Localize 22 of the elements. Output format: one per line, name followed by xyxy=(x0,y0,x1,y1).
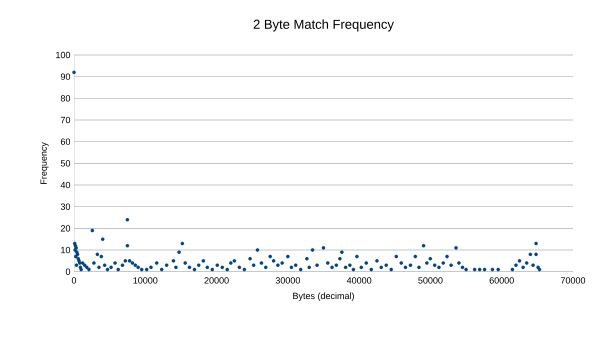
x-tick-label: 10000 xyxy=(133,277,158,284)
x-tick-label: 50000 xyxy=(418,277,443,284)
chart-title: 2 Byte Match Frequency xyxy=(254,19,394,32)
y-tick-label: 0 xyxy=(66,268,70,275)
y-tick-label: 100 xyxy=(56,52,70,58)
y-axis-title: Frequency xyxy=(40,142,49,184)
y-tick-label: 50 xyxy=(60,160,70,167)
x-tick-label: 0 xyxy=(72,277,76,284)
x-tick-label: 40000 xyxy=(346,277,372,284)
y-tick-label: 40 xyxy=(60,182,70,188)
x-tick-label: 20000 xyxy=(204,277,229,284)
y-tick-label: 80 xyxy=(60,95,70,102)
y-tick-label: 60 xyxy=(60,138,70,145)
y-tick-label: 90 xyxy=(60,73,70,80)
x-tick-label: 60000 xyxy=(490,277,514,284)
x-tick-label: 30000 xyxy=(276,277,300,284)
x-axis-title: Bytes (decimal) xyxy=(293,292,354,301)
y-tick-label: 10 xyxy=(61,246,70,254)
y-tick-label: 30 xyxy=(60,203,70,210)
y-tick-label: 70 xyxy=(60,116,70,124)
x-tick-label: 70000 xyxy=(560,277,586,284)
y-tick-label: 20 xyxy=(60,225,70,232)
